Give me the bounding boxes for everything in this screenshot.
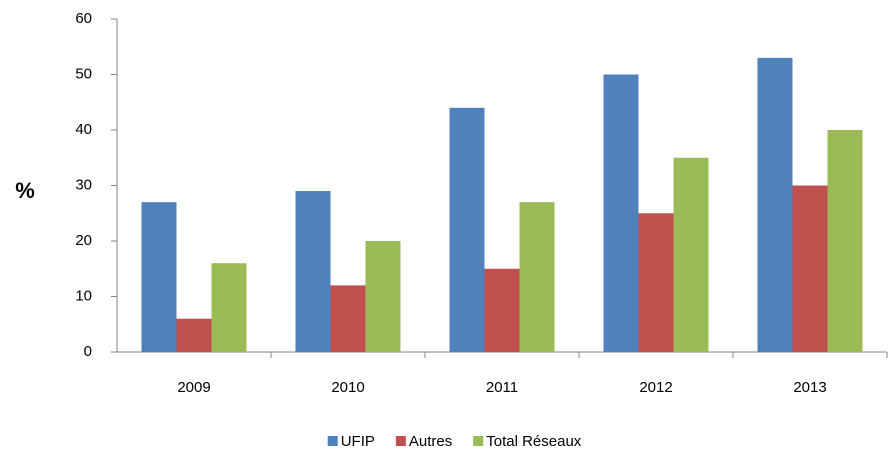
y-tick-label: 20	[75, 232, 92, 249]
y-tick-label: 50	[75, 65, 92, 82]
bar	[176, 318, 212, 352]
y-tick-label: 30	[75, 176, 92, 193]
x-tick-label: 2013	[793, 379, 826, 396]
legend-label: Autres	[409, 433, 452, 450]
bar	[673, 157, 709, 352]
y-tick-label: 60	[75, 10, 92, 27]
bar	[295, 191, 331, 352]
bar	[141, 202, 177, 352]
y-tick-label: 40	[75, 121, 92, 138]
bar	[365, 241, 401, 352]
x-tick-label: 2011	[486, 379, 518, 396]
bar	[603, 74, 639, 352]
legend-label: Total Réseaux	[486, 433, 582, 450]
y-axis-label: %	[15, 178, 35, 203]
bar	[638, 213, 674, 352]
bar	[484, 268, 520, 352]
legend-swatch	[395, 436, 406, 446]
bar	[330, 285, 366, 352]
legend-swatch	[327, 436, 338, 446]
bar	[792, 185, 828, 352]
bar	[211, 263, 247, 352]
y-tick-label: 0	[84, 343, 92, 360]
bar	[449, 107, 485, 352]
legend-swatch	[473, 436, 484, 446]
x-tick-label: 2010	[331, 379, 364, 396]
legend-label: UFIP	[341, 433, 375, 450]
bar	[827, 130, 863, 352]
bar	[519, 202, 555, 352]
bar	[757, 57, 793, 352]
x-tick-label: 2009	[177, 379, 210, 396]
y-tick-label: 10	[75, 287, 92, 304]
x-tick-label: 2012	[639, 379, 672, 396]
